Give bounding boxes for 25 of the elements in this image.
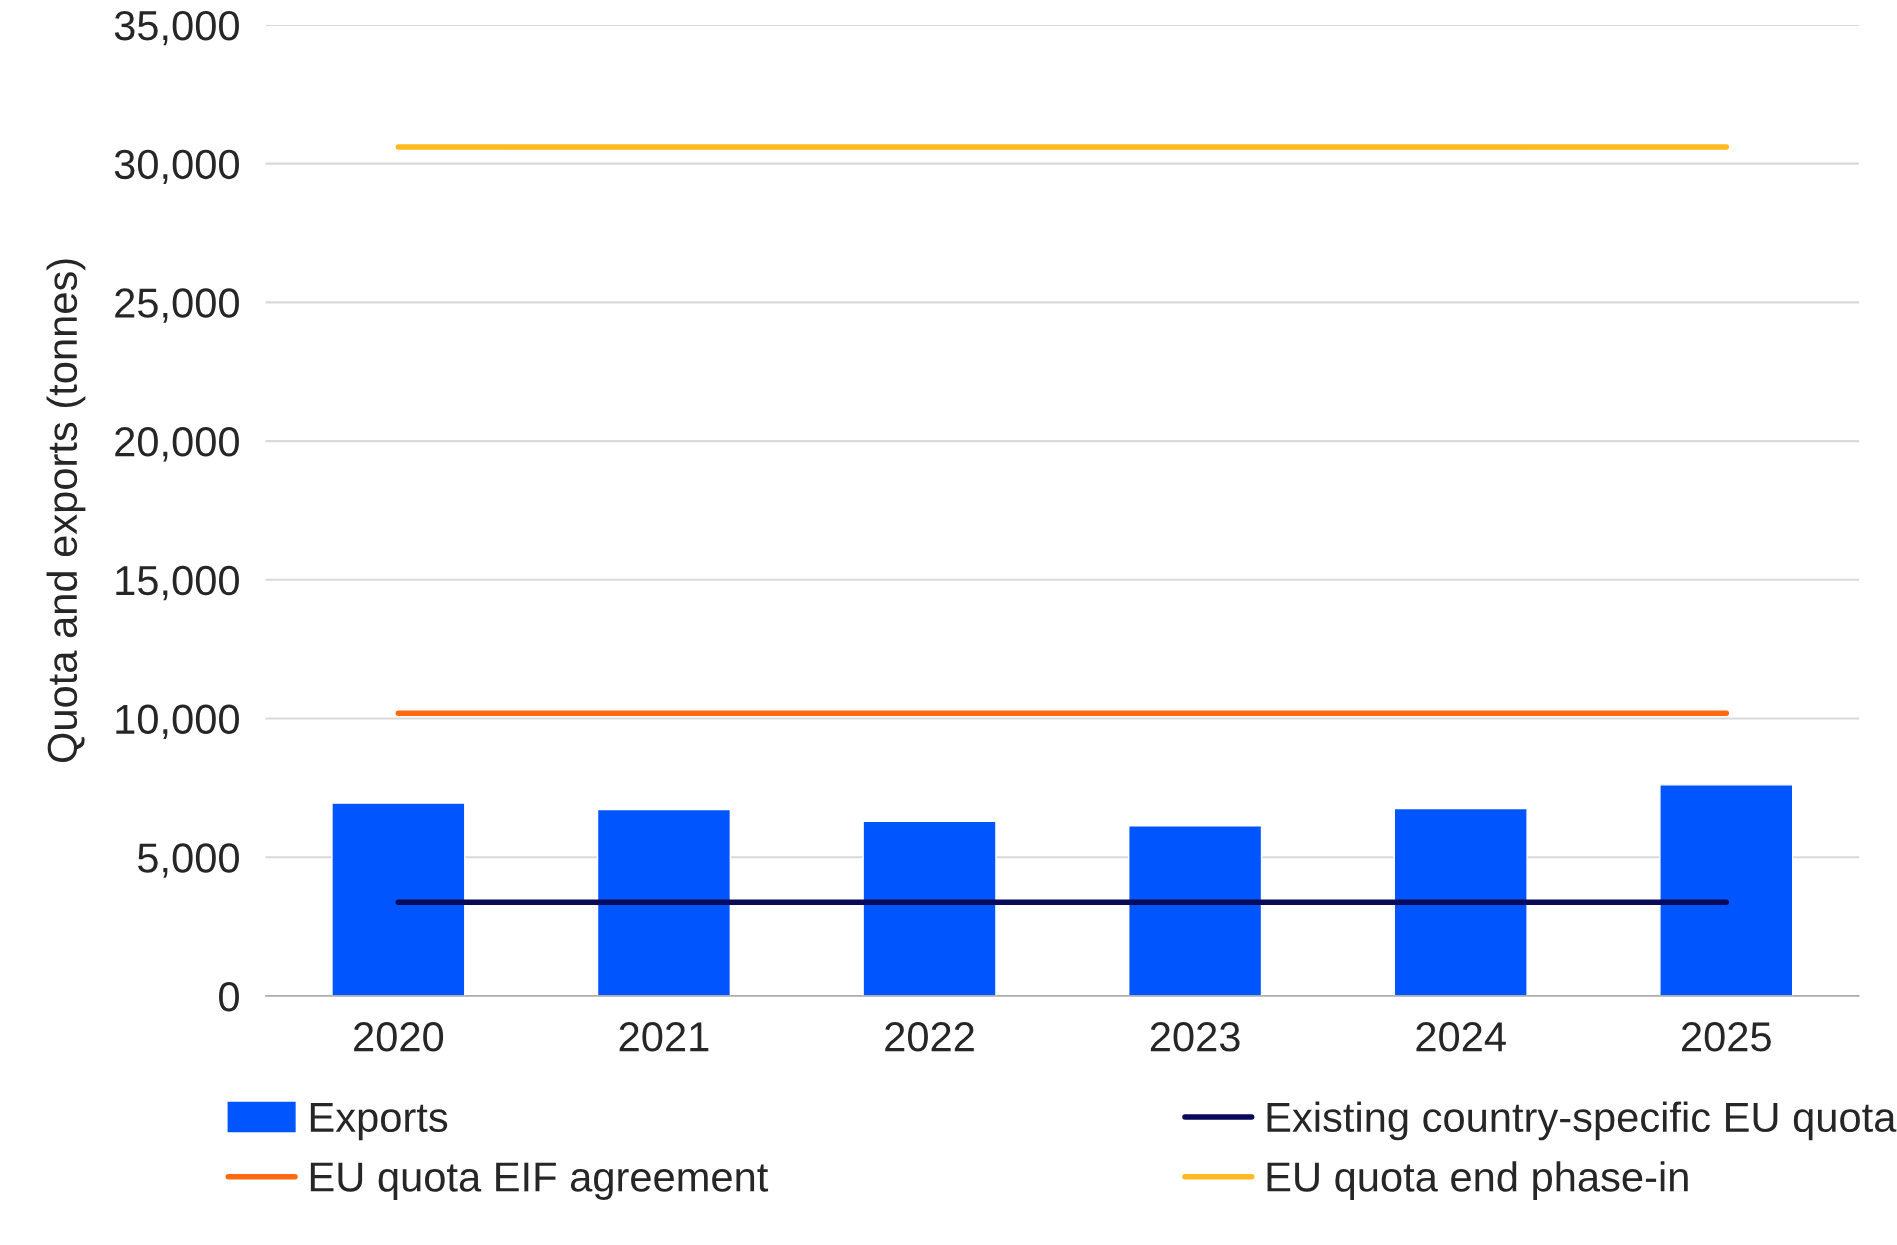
x-tick-label: 2021 bbox=[619, 1022, 709, 1052]
bar bbox=[862, 820, 997, 996]
y-tick-label: 5,000 bbox=[137, 843, 239, 878]
bar bbox=[331, 802, 466, 996]
y-axis-title: Quota and exports (tonnes) bbox=[46, 259, 86, 763]
x-tick-label: 2020 bbox=[354, 1022, 444, 1052]
bar bbox=[1128, 825, 1263, 996]
legend-label: Exports bbox=[310, 1103, 448, 1141]
x-tick-label: 2024 bbox=[1416, 1022, 1506, 1052]
y-tick-label: 20,000 bbox=[115, 427, 239, 462]
y-tick-label: 15,000 bbox=[116, 565, 239, 601]
y-tick-label: 10,000 bbox=[116, 704, 239, 739]
legend-label: EU quota EIF agreement bbox=[310, 1162, 769, 1200]
bar bbox=[1659, 784, 1794, 996]
legend-label: Existing country-specific EU quota bbox=[1267, 1101, 1897, 1141]
legend-label: EU quota end phase-in bbox=[1267, 1161, 1688, 1200]
x-tick-label: 2023 bbox=[1150, 1022, 1240, 1052]
y-tick-label: 30,000 bbox=[114, 149, 239, 185]
x-tick-label: 2025 bbox=[1682, 1022, 1771, 1052]
x-tick-label: 2022 bbox=[885, 1022, 974, 1052]
y-tick-label: 35,000 bbox=[114, 10, 239, 46]
bar bbox=[596, 808, 732, 996]
y-tick-label: 25,000 bbox=[115, 288, 239, 323]
y-tick-label: 0 bbox=[219, 982, 239, 1012]
bar bbox=[1393, 807, 1528, 996]
